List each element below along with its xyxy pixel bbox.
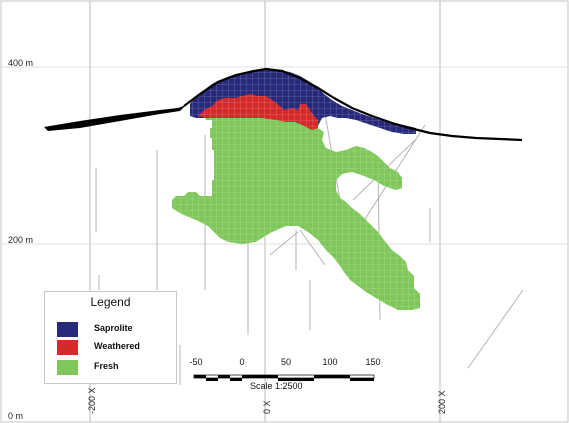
weathered-zone: [198, 94, 318, 130]
legend-item-weathered: Weathered: [57, 340, 172, 355]
easting-label-minus-200: -200 X: [87, 387, 97, 414]
fresh-swatch: [57, 360, 78, 375]
drill-holes: [95, 95, 524, 385]
elevation-label-0: 0 m: [8, 411, 23, 421]
drillhole: [299, 229, 326, 266]
legend-label-saprolite: Saprolite: [94, 323, 133, 333]
scale-bar: -50 0 50 100 150 Scale 1:2500: [180, 357, 390, 397]
scale-tick-label: 150: [365, 357, 381, 367]
legend: Legend Saprolite Weathered Fresh: [44, 291, 177, 384]
topography-line: [183, 67, 523, 142]
weathered-band-grid: [198, 94, 318, 130]
legend-item-saprolite: Saprolite: [57, 322, 172, 337]
fresh-rock-body: [172, 114, 420, 310]
scale-bar-title: Scale 1:2500: [250, 381, 303, 391]
weathered-swatch: [57, 340, 78, 355]
easting-label-200: 200 X: [437, 390, 447, 414]
drillhole: [467, 289, 524, 369]
easting-label-0: 0 X: [262, 400, 272, 414]
drillhole: [269, 231, 299, 256]
elevation-label-400: 400 m: [8, 58, 33, 68]
scale-tick-label: -50: [189, 357, 203, 367]
legend-label-weathered: Weathered: [94, 341, 140, 351]
fresh-rock-main-grid: [172, 114, 420, 310]
scale-tick-label: 100: [322, 357, 338, 367]
elevation-label-200: 200 m: [8, 235, 33, 245]
legend-title: Legend: [90, 295, 131, 309]
scale-tick-label: 0: [239, 357, 245, 367]
saprolite-cap-grid: [190, 68, 416, 134]
elevation-labels: 400 m 200 m 0 m: [8, 58, 33, 421]
legend-label-fresh: Fresh: [94, 361, 119, 371]
saprolite-zone: [190, 68, 416, 134]
legend-item-fresh: Fresh: [57, 360, 172, 375]
saprolite-swatch: [57, 322, 78, 337]
topography: [44, 67, 523, 142]
scale-bar-graphic: [193, 374, 375, 381]
topography-wedge: [44, 105, 186, 131]
easting-labels: -200 X 0 X 200 X: [87, 387, 447, 414]
scale-tick-label: 50: [280, 357, 292, 367]
